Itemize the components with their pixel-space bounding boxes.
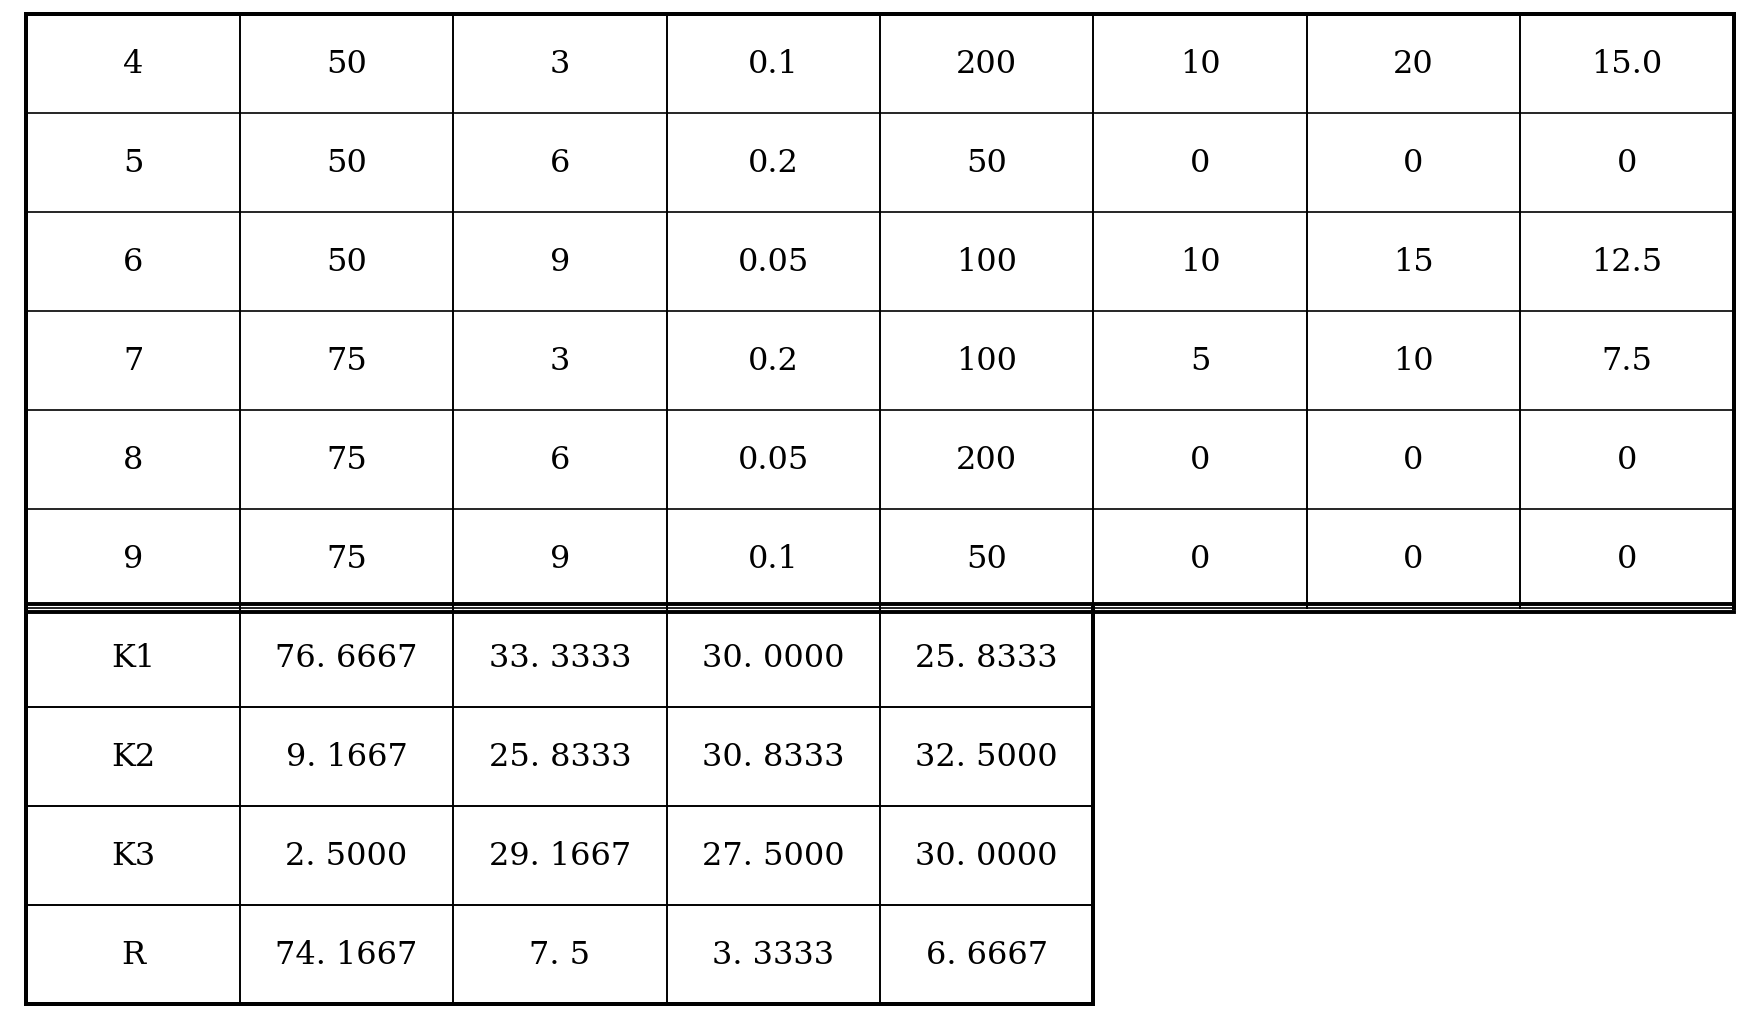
- Text: 0: 0: [1403, 148, 1424, 179]
- Text: 0: 0: [1617, 444, 1637, 476]
- Text: 3: 3: [549, 345, 570, 377]
- Text: 50: 50: [326, 49, 366, 81]
- Text: 0.1: 0.1: [748, 49, 799, 81]
- Text: 0: 0: [1190, 148, 1211, 179]
- Text: 0: 0: [1190, 444, 1211, 476]
- Text: R: R: [121, 938, 144, 970]
- Text: 50: 50: [966, 148, 1007, 179]
- Text: 4: 4: [123, 49, 143, 81]
- Text: 5: 5: [123, 148, 143, 179]
- Text: 2. 5000: 2. 5000: [285, 840, 408, 871]
- Text: 6: 6: [123, 247, 143, 278]
- Text: 75: 75: [326, 543, 366, 575]
- Text: 200: 200: [956, 49, 1017, 81]
- Text: 30. 0000: 30. 0000: [915, 840, 1058, 871]
- Text: 0: 0: [1190, 543, 1211, 575]
- Text: 29. 1667: 29. 1667: [489, 840, 632, 871]
- Text: 75: 75: [326, 345, 366, 377]
- Text: 9: 9: [549, 247, 570, 278]
- Text: 30. 8333: 30. 8333: [702, 741, 845, 772]
- Text: 0: 0: [1403, 543, 1424, 575]
- Text: 9: 9: [549, 543, 570, 575]
- Text: 0.05: 0.05: [737, 444, 810, 476]
- Text: 25. 8333: 25. 8333: [489, 741, 632, 772]
- Text: 0.2: 0.2: [748, 345, 799, 377]
- Text: 100: 100: [956, 345, 1017, 377]
- Text: K2: K2: [111, 741, 155, 772]
- Text: 25. 8333: 25. 8333: [915, 642, 1058, 674]
- Text: 6. 6667: 6. 6667: [926, 938, 1047, 970]
- Text: 50: 50: [326, 148, 366, 179]
- Text: K1: K1: [111, 642, 155, 674]
- Text: 75: 75: [326, 444, 366, 476]
- Text: 32. 5000: 32. 5000: [915, 741, 1058, 772]
- Text: 12.5: 12.5: [1591, 247, 1663, 278]
- Text: 33. 3333: 33. 3333: [489, 642, 632, 674]
- Text: 9. 1667: 9. 1667: [285, 741, 407, 772]
- Text: 5: 5: [1190, 345, 1211, 377]
- Text: 30. 0000: 30. 0000: [702, 642, 845, 674]
- Text: 0.1: 0.1: [748, 543, 799, 575]
- Text: 3: 3: [549, 49, 570, 81]
- Text: 0: 0: [1403, 444, 1424, 476]
- Text: 76. 6667: 76. 6667: [275, 642, 417, 674]
- Text: 9: 9: [123, 543, 143, 575]
- Text: 50: 50: [966, 543, 1007, 575]
- Text: 7. 5: 7. 5: [530, 938, 590, 970]
- Text: 20: 20: [1394, 49, 1434, 81]
- Text: 100: 100: [956, 247, 1017, 278]
- Text: K3: K3: [111, 840, 155, 871]
- Text: 50: 50: [326, 247, 366, 278]
- Text: 10: 10: [1179, 247, 1220, 278]
- Text: 7.5: 7.5: [1602, 345, 1653, 377]
- Text: 0: 0: [1617, 148, 1637, 179]
- Text: 10: 10: [1394, 345, 1434, 377]
- Text: 74. 1667: 74. 1667: [275, 938, 417, 970]
- Text: 3. 3333: 3. 3333: [713, 938, 834, 970]
- Text: 6: 6: [549, 148, 570, 179]
- Text: 27. 5000: 27. 5000: [702, 840, 845, 871]
- Text: 6: 6: [549, 444, 570, 476]
- Text: 15.0: 15.0: [1591, 49, 1663, 81]
- Text: 7: 7: [123, 345, 143, 377]
- Text: 10: 10: [1179, 49, 1220, 81]
- Text: 0.05: 0.05: [737, 247, 810, 278]
- Text: 0: 0: [1617, 543, 1637, 575]
- Text: 200: 200: [956, 444, 1017, 476]
- Text: 15: 15: [1394, 247, 1434, 278]
- Text: 0.2: 0.2: [748, 148, 799, 179]
- Text: 8: 8: [123, 444, 143, 476]
